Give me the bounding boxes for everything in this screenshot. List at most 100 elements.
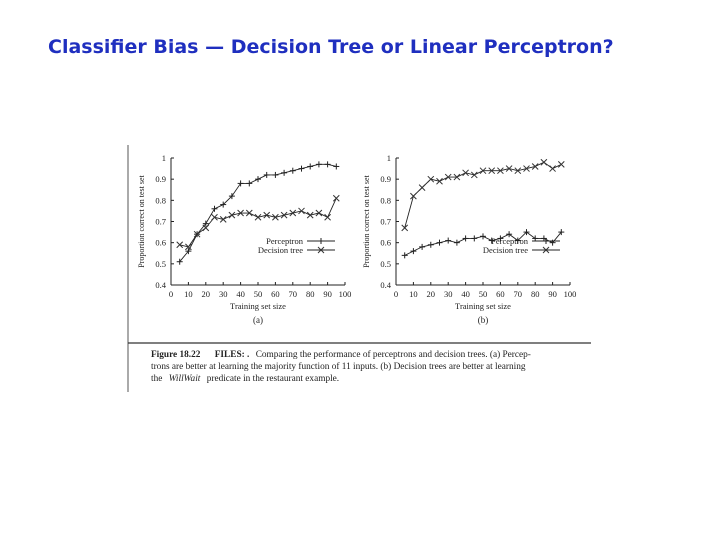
- data-point-perceptron: [176, 258, 183, 265]
- data-point-perceptron: [246, 180, 253, 187]
- legend-marker: [317, 246, 325, 254]
- data-point-decision-tree: [332, 194, 340, 202]
- data-point-perceptron: [315, 161, 322, 168]
- data-point-decision-tree: [272, 213, 279, 221]
- chart-panel-b: 0.40.50.60.70.80.910 10 20 30 40 50 60 70 80 90 10…: [362, 153, 576, 325]
- data-point-perceptron: [307, 163, 314, 170]
- data-point-decision-tree: [185, 243, 192, 251]
- data-point-perceptron: [289, 167, 296, 174]
- data-point-perceptron: [333, 163, 340, 170]
- y-axis-label: Proportion correct on test set: [362, 175, 371, 268]
- data-point-perceptron: [211, 205, 218, 212]
- data-point-decision-tree: [176, 241, 184, 249]
- data-point-decision-tree: [306, 211, 314, 219]
- data-point-perceptron: [558, 229, 565, 236]
- data-point-perceptron: [185, 248, 192, 255]
- x-tick-label: 40: [236, 289, 245, 299]
- data-point-decision-tree: [401, 224, 409, 232]
- data-point-decision-tree: [289, 209, 297, 217]
- data-point-decision-tree: [324, 213, 331, 221]
- data-point-decision-tree: [280, 211, 288, 219]
- x-tick-label: 100: [564, 289, 577, 299]
- figure-image: 0.4 0.5 0.6 0.7 0.8 0.9 1 0 10 20 30 40 50 60 70 80 90 10…: [127, 145, 591, 392]
- x-tick-label: 100: [339, 289, 352, 299]
- x-tick-label: 20: [202, 289, 211, 299]
- data-point-perceptron: [401, 252, 408, 259]
- data-point-decision-tree: [444, 173, 452, 181]
- data-point-decision-tree: [254, 213, 262, 221]
- data-point-perceptron: [298, 165, 305, 172]
- x-axis-label: Training set size: [230, 301, 286, 311]
- data-point-decision-tree: [540, 158, 548, 166]
- data-point-decision-tree: [488, 167, 496, 175]
- y-tick-label: 0.9: [155, 174, 166, 184]
- x-tick-label: 70: [514, 289, 523, 299]
- caption-line-3-pre: the: [151, 374, 162, 384]
- x-tick-label: 60: [271, 289, 280, 299]
- x-tick-label: 90: [548, 289, 557, 299]
- y-tick-label: 0.4: [380, 280, 391, 290]
- data-point-decision-tree: [418, 184, 426, 191]
- x-tick-label: 50: [254, 289, 263, 299]
- y-tick-label: 0.7: [155, 217, 166, 227]
- data-point-perceptron: [263, 171, 270, 178]
- x-tick-label: 70: [289, 289, 298, 299]
- x-tick-label: 0: [169, 289, 173, 299]
- y-tick-label: 1: [162, 153, 166, 163]
- x-axis-label: Training set size: [455, 301, 511, 311]
- legend-marker: [543, 238, 549, 244]
- svg-text:Figure 18.22 FILES: .: Figure 18.22 FILES: . Comparing the perf…: [151, 349, 531, 360]
- data-point-decision-tree: [427, 175, 435, 183]
- data-point-decision-tree: [462, 169, 469, 177]
- data-point-decision-tree: [470, 171, 478, 179]
- caption-files: FILES: .: [215, 350, 250, 360]
- data-point-decision-tree: [410, 192, 417, 200]
- data-point-decision-tree: [436, 177, 443, 185]
- legend-marker: [318, 238, 324, 244]
- x-tick-label: 80: [531, 289, 540, 299]
- y-tick-label: 0.7: [380, 217, 391, 227]
- caption-label: Figure 18.22: [151, 350, 201, 360]
- figure-svg: 0.40.50.60.70.80.910 10 20 30 40 50 60 70 80 90 10…: [127, 145, 591, 392]
- data-point-decision-tree: [219, 216, 227, 223]
- data-point-perceptron: [237, 180, 244, 187]
- data-point-perceptron: [506, 231, 513, 238]
- data-point-decision-tree: [202, 224, 210, 232]
- legend-marker: [542, 246, 550, 254]
- y-tick-label: 0.6: [155, 238, 166, 248]
- x-tick-label: 40: [461, 289, 470, 299]
- x-tick-label: 60: [496, 289, 505, 299]
- caption-line-3-post: predicate in the restaurant example.: [207, 374, 339, 384]
- data-point-perceptron: [419, 243, 426, 250]
- y-tick-label: 0.8: [380, 195, 391, 205]
- data-point-perceptron: [523, 229, 530, 236]
- legend-label: Perceptron: [266, 236, 304, 246]
- data-point-perceptron: [255, 176, 261, 183]
- y-tick-label: 0.4: [155, 280, 166, 290]
- y-tick-label: 0.9: [380, 174, 391, 184]
- figure-caption: Figure 18.22 FILES: . Comparing the perf…: [151, 349, 531, 384]
- data-point-perceptron: [272, 171, 279, 178]
- data-point-decision-tree: [263, 211, 271, 219]
- data-point-perceptron: [228, 193, 235, 200]
- chart-panel-a: 0.40.50.60.70.80.910 10 20 30 40 50 60 70 80 90 10…: [137, 153, 351, 325]
- y-tick-label: 0.8: [155, 195, 166, 205]
- panel-label: (a): [253, 315, 263, 325]
- data-point-decision-tree: [453, 173, 461, 181]
- x-tick-label: 30: [444, 289, 453, 299]
- data-point-perceptron: [281, 169, 288, 176]
- data-point-decision-tree: [298, 207, 305, 215]
- data-point-perceptron: [410, 248, 417, 255]
- data-point-perceptron: [445, 237, 452, 244]
- data-point-decision-tree: [237, 209, 244, 217]
- data-point-decision-tree: [245, 209, 253, 217]
- y-tick-label: 0.6: [380, 238, 391, 248]
- data-point-perceptron: [488, 237, 495, 244]
- x-tick-label: 80: [306, 289, 315, 299]
- series-line-decision-tree: [404, 161, 562, 228]
- data-point-perceptron: [480, 233, 486, 240]
- data-point-decision-tree: [497, 167, 504, 175]
- data-point-perceptron: [514, 237, 521, 244]
- data-point-decision-tree: [315, 209, 323, 217]
- y-axis-label: Proportion correct on test set: [137, 175, 146, 268]
